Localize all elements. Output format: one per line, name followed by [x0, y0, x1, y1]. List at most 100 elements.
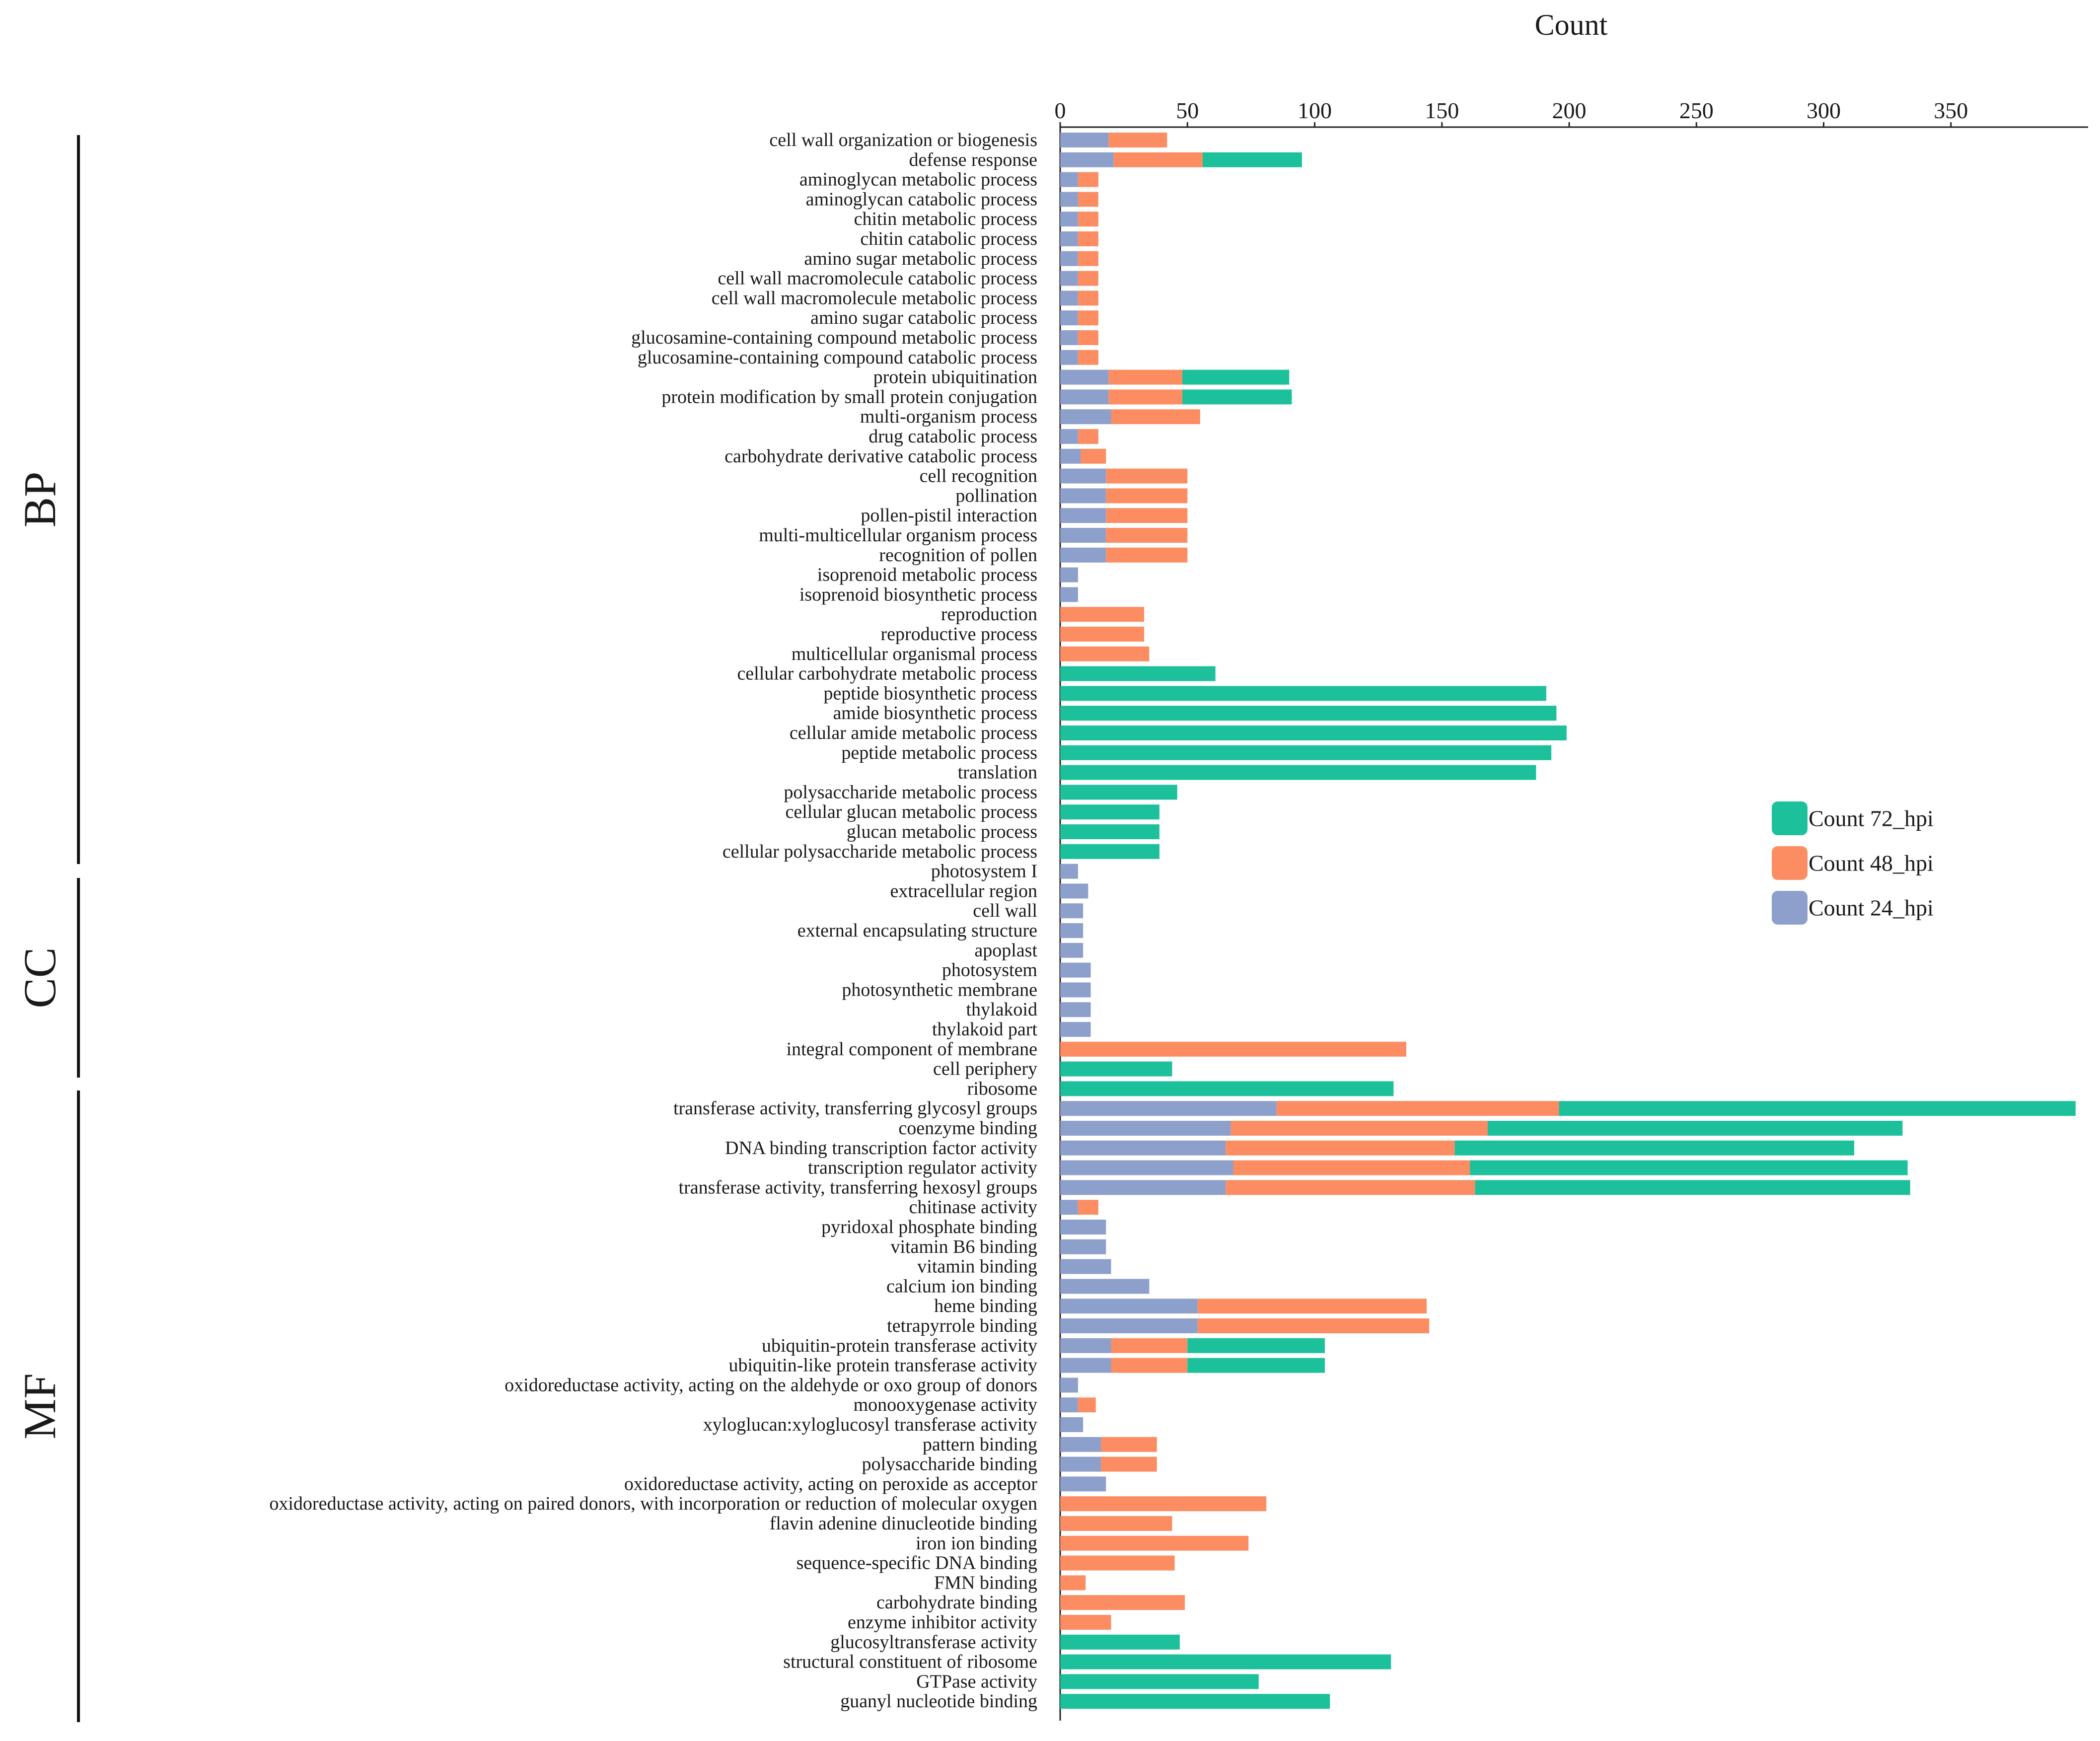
- category-label: GTPase activity: [916, 1671, 1037, 1692]
- category-label: transferase activity, transferring hexos…: [679, 1177, 1037, 1198]
- bar-count-24-hpi: [1060, 133, 1109, 147]
- bar-count-24-hpi: [1060, 212, 1078, 227]
- bar-count-24-hpi: [1060, 271, 1078, 286]
- bar-count-72-hpi: [1203, 152, 1302, 167]
- category-label: multi-multicellular organism process: [759, 525, 1037, 546]
- bar-count-24-hpi: [1060, 883, 1088, 899]
- bar-count-48-hpi: [1078, 251, 1098, 266]
- bar-count-72-hpi: [1060, 686, 1546, 701]
- bar-count-24-hpi: [1060, 1358, 1111, 1373]
- bar-count-48-hpi: [1106, 468, 1188, 484]
- category-label: photosynthetic membrane: [842, 979, 1037, 1000]
- bar-count-72-hpi: [1060, 725, 1567, 740]
- bar-count-72-hpi: [1060, 1634, 1180, 1650]
- category-label: ubiquitin-protein transferase activity: [762, 1335, 1037, 1356]
- bar-count-48-hpi: [1060, 1555, 1175, 1571]
- bar-count-24-hpi: [1060, 1101, 1277, 1116]
- category-label: enzyme inhibitor activity: [848, 1612, 1037, 1633]
- category-label: pollination: [955, 485, 1037, 506]
- category-label: protein modification by small protein co…: [661, 386, 1037, 407]
- bar-count-24-hpi: [1060, 1318, 1198, 1333]
- category-label: heme binding: [934, 1296, 1037, 1316]
- category-label: photosystem: [942, 960, 1037, 981]
- bar-count-72-hpi: [1488, 1121, 1903, 1136]
- category-label: amino sugar catabolic process: [810, 307, 1037, 328]
- category-label: amide biosynthetic process: [833, 703, 1037, 724]
- bar-count-48-hpi: [1081, 448, 1106, 464]
- bar-count-24-hpi: [1060, 903, 1084, 919]
- bar-count-48-hpi: [1078, 212, 1098, 227]
- category-label: reproductive process: [881, 624, 1038, 645]
- bar-count-48-hpi: [1101, 1456, 1157, 1472]
- category-label: pattern binding: [923, 1434, 1037, 1455]
- category-label: xyloglucan:xyloglucosyl transferase acti…: [703, 1414, 1037, 1435]
- bar-count-24-hpi: [1060, 389, 1109, 405]
- bar-count-24-hpi: [1060, 962, 1091, 978]
- category-label: aminoglycan catabolic process: [806, 189, 1037, 210]
- category-label: cellular amide metabolic process: [790, 723, 1037, 743]
- category-label: glucosamine-containing compound metaboli…: [631, 327, 1037, 348]
- group-label-bp: BP: [14, 472, 65, 528]
- bar-count-24-hpi: [1060, 587, 1078, 602]
- category-label: cell periphery: [933, 1059, 1037, 1080]
- category-label: recognition of pollen: [879, 545, 1037, 566]
- category-label: ribosome: [967, 1078, 1037, 1099]
- bar-count-48-hpi: [1197, 1318, 1430, 1333]
- category-label: coenzyme binding: [898, 1118, 1037, 1139]
- bar-count-24-hpi: [1060, 1259, 1111, 1274]
- category-label: reproduction: [941, 604, 1037, 625]
- bar-count-24-hpi: [1060, 1180, 1226, 1195]
- bar-count-24-hpi: [1060, 330, 1078, 345]
- category-label: structural constituent of ribosome: [783, 1652, 1037, 1672]
- category-label: vitamin B6 binding: [890, 1236, 1037, 1257]
- category-label: monooxygenase activity: [854, 1394, 1037, 1415]
- legend-label: Count 72_hpi: [1809, 806, 1934, 831]
- bar-count-48-hpi: [1060, 1575, 1086, 1591]
- bar-count-48-hpi: [1106, 488, 1188, 504]
- category-label: photosystem I: [931, 861, 1037, 882]
- category-label: multi-organism process: [860, 406, 1037, 427]
- bar-count-24-hpi: [1060, 251, 1078, 266]
- bar-count-48-hpi: [1108, 369, 1182, 385]
- bar-count-48-hpi: [1078, 192, 1098, 207]
- bar-count-48-hpi: [1233, 1160, 1470, 1175]
- bar-count-24-hpi: [1060, 1220, 1106, 1234]
- category-label: oxidoreductase activity, acting on paire…: [269, 1493, 1037, 1514]
- category-label: integral component of membrane: [787, 1039, 1037, 1060]
- category-label: peptide biosynthetic process: [823, 683, 1037, 704]
- category-label: cell wall: [973, 900, 1037, 921]
- bar-count-72-hpi: [1060, 1061, 1172, 1077]
- bar-count-24-hpi: [1060, 1279, 1150, 1294]
- legend: Count 72_hpi Count 48_hpi Count 24_hpi: [1772, 801, 1934, 925]
- bar-count-72-hpi: [1060, 1654, 1391, 1669]
- x-tick-label: 0: [1055, 98, 1066, 123]
- x-tick-label: 200: [1552, 98, 1587, 123]
- bar-count-48-hpi: [1108, 389, 1182, 405]
- category-label: pollen-pistil interaction: [861, 505, 1037, 526]
- category-label: defense response: [909, 149, 1037, 170]
- bar-count-48-hpi: [1276, 1101, 1559, 1116]
- category-label: carbohydrate binding: [876, 1592, 1037, 1613]
- category-label: apoplast: [974, 940, 1037, 961]
- category-labels: cell wall organization or biogenesisdefe…: [269, 130, 1037, 1712]
- bar-count-24-hpi: [1060, 1121, 1231, 1136]
- bar-count-48-hpi: [1226, 1180, 1475, 1195]
- legend-swatch: [1772, 846, 1808, 880]
- category-label: isoprenoid biosynthetic process: [799, 584, 1037, 605]
- bar-count-72-hpi: [1559, 1101, 2076, 1116]
- bar-count-24-hpi: [1060, 1140, 1226, 1156]
- bar-count-48-hpi: [1106, 528, 1188, 543]
- category-label: carbohydrate derivative catabolic proces…: [724, 446, 1037, 467]
- bar-count-24-hpi: [1060, 310, 1078, 326]
- bar-count-24-hpi: [1060, 429, 1078, 444]
- category-label: flavin adenine dinucleotide binding: [770, 1513, 1037, 1534]
- category-label: cellular polysaccharide metabolic proces…: [723, 841, 1037, 862]
- bar-count-72-hpi: [1060, 844, 1159, 859]
- bar-count-24-hpi: [1060, 192, 1078, 207]
- bar-count-24-hpi: [1060, 231, 1078, 246]
- bar-count-48-hpi: [1101, 1437, 1157, 1452]
- bar-count-48-hpi: [1106, 547, 1188, 563]
- category-label: ubiquitin-like protein transferase activ…: [728, 1355, 1037, 1376]
- category-label: thylakoid part: [932, 1019, 1038, 1040]
- bar-count-24-hpi: [1060, 488, 1106, 504]
